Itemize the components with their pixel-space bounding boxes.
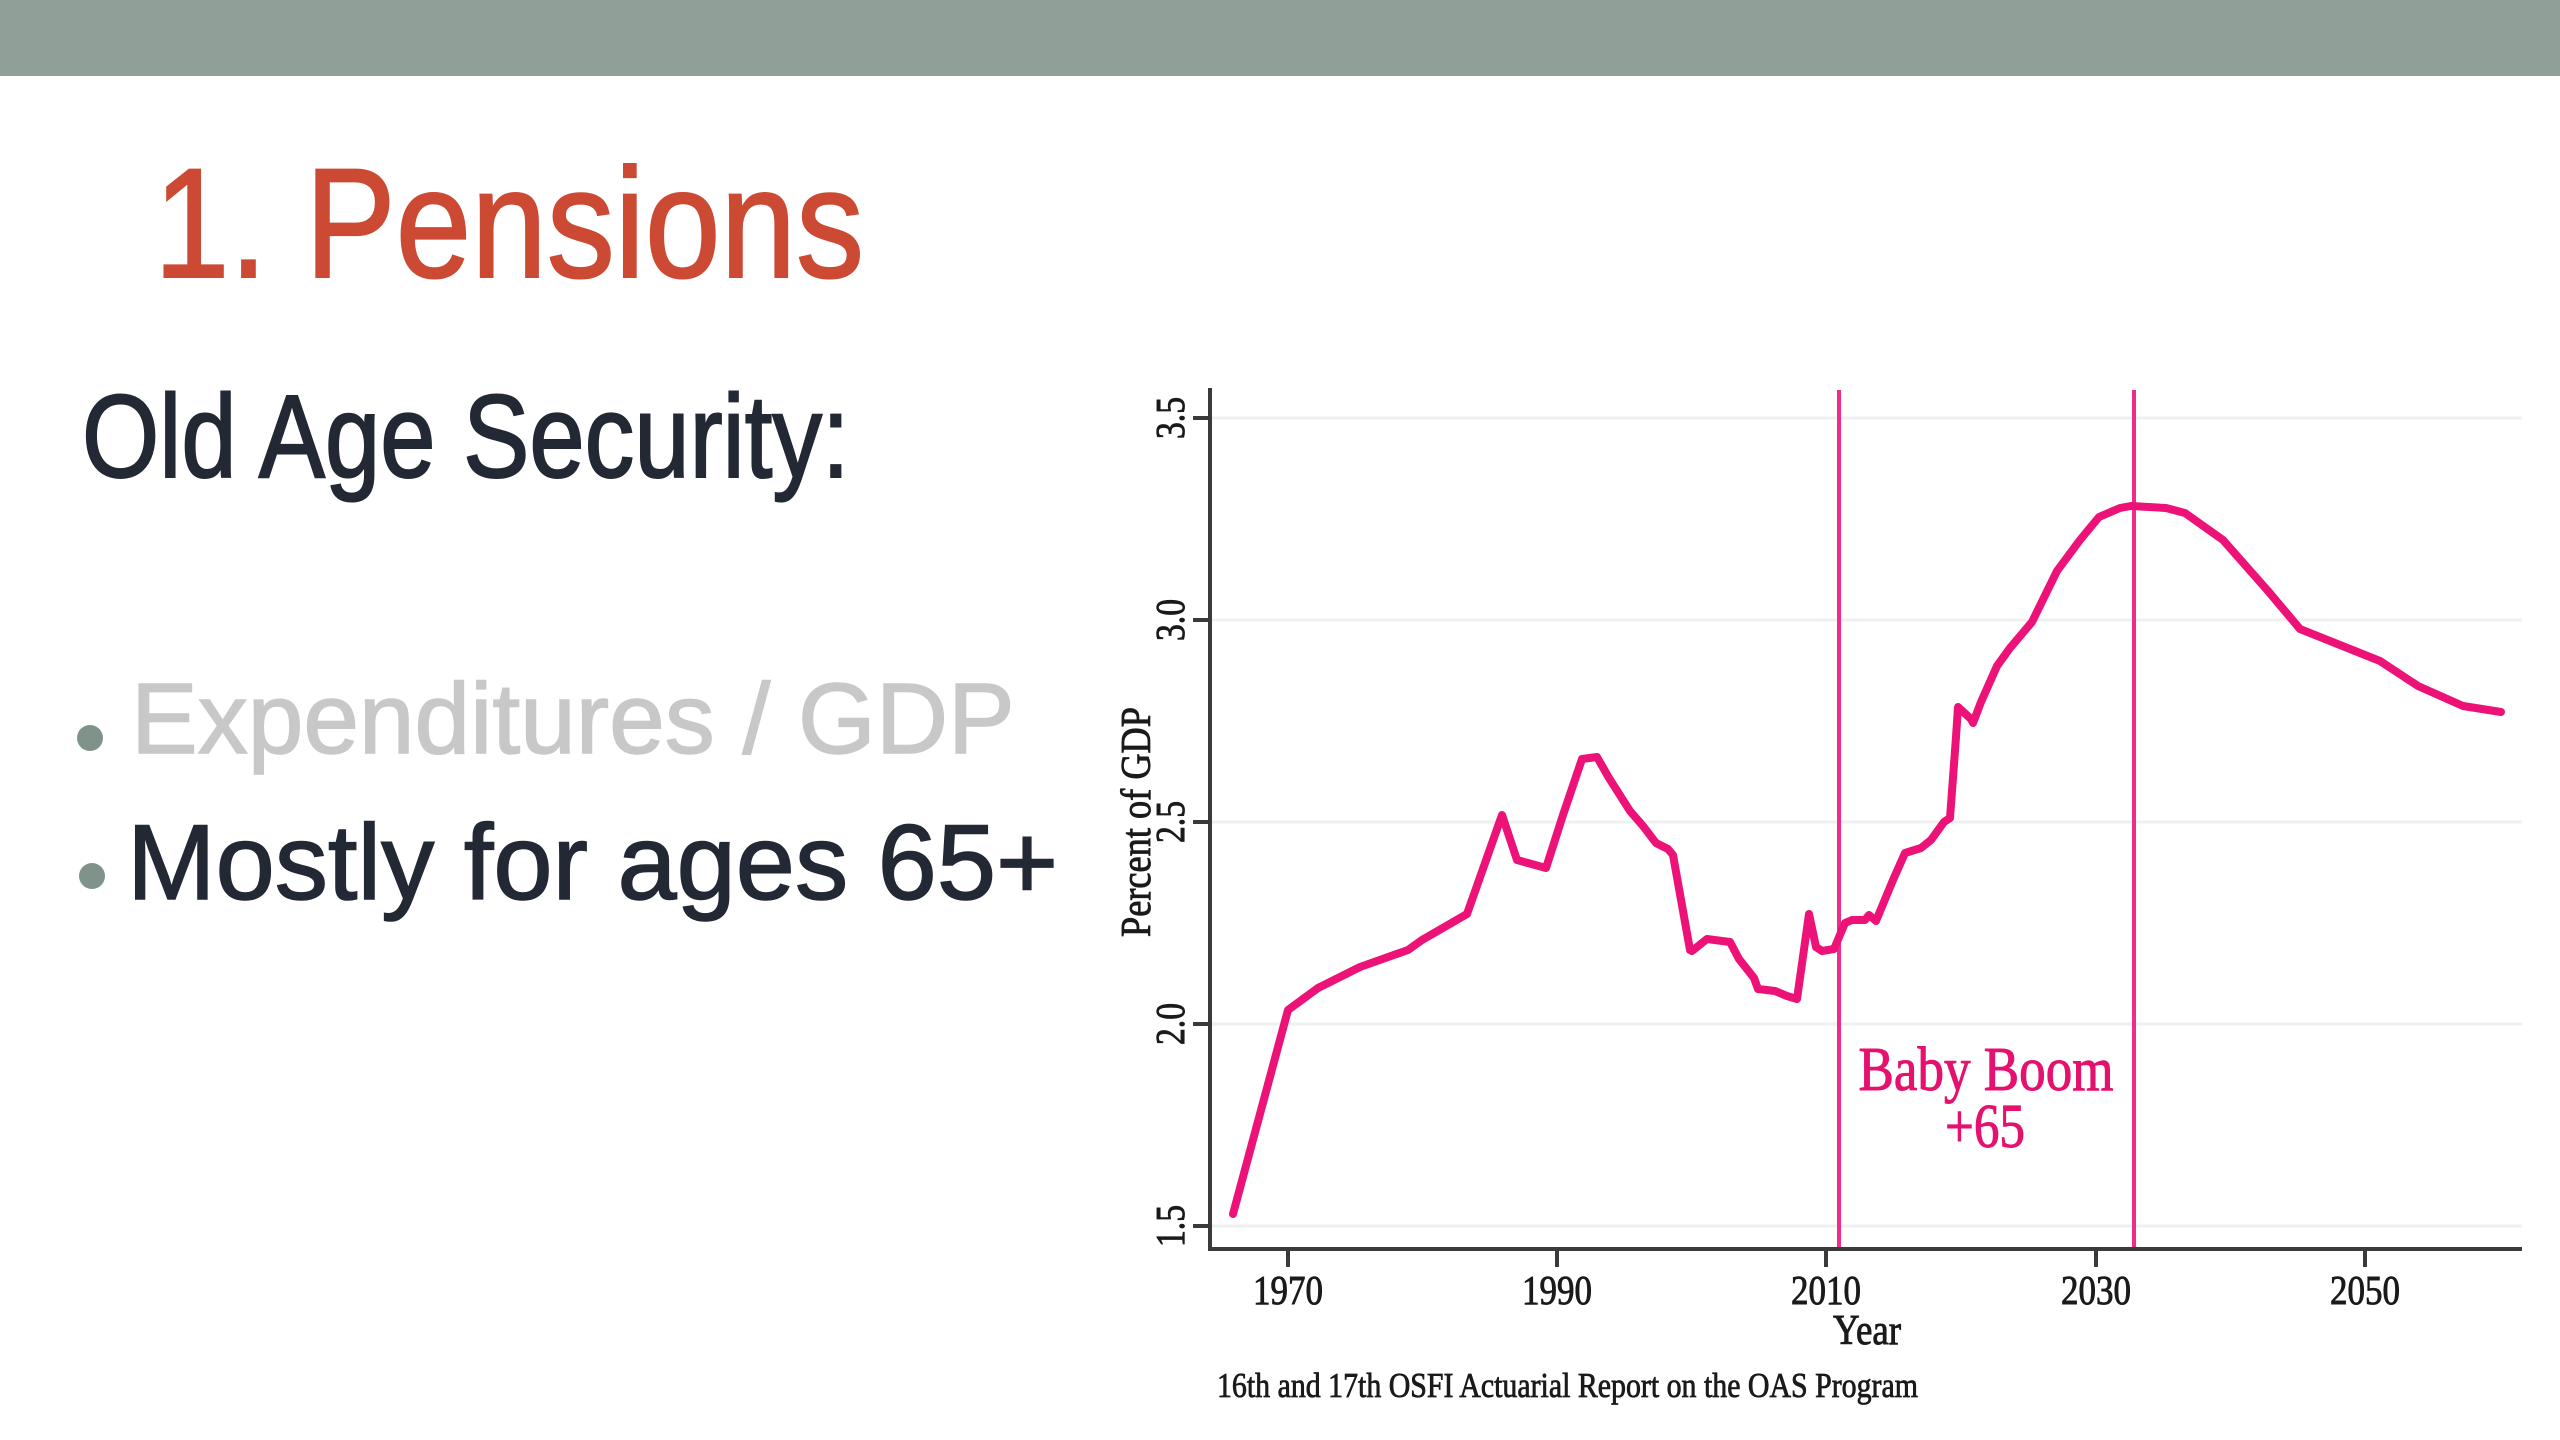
svg-text:2.0: 2.0 [1147,1003,1193,1045]
svg-text:3.0: 3.0 [1147,599,1193,641]
svg-text:Year: Year [1833,1308,1901,1354]
svg-text:Percent of GDP: Percent of GDP [1114,707,1160,937]
svg-text:16th and 17th OSFI Actuarial R: 16th and 17th OSFI Actuarial Report on t… [1217,1366,1918,1405]
svg-text:1990: 1990 [1522,1267,1592,1313]
svg-text:Baby Boom: Baby Boom [1859,1036,2114,1104]
svg-text:2050: 2050 [2330,1267,2400,1313]
svg-text:2030: 2030 [2061,1267,2131,1313]
svg-text:2010: 2010 [1791,1267,1861,1313]
svg-text:3.5: 3.5 [1147,397,1193,439]
svg-text:+65: +65 [1945,1093,2025,1161]
svg-text:1970: 1970 [1253,1267,1323,1313]
svg-text:2.5: 2.5 [1147,801,1193,843]
svg-text:1.5: 1.5 [1147,1205,1193,1247]
